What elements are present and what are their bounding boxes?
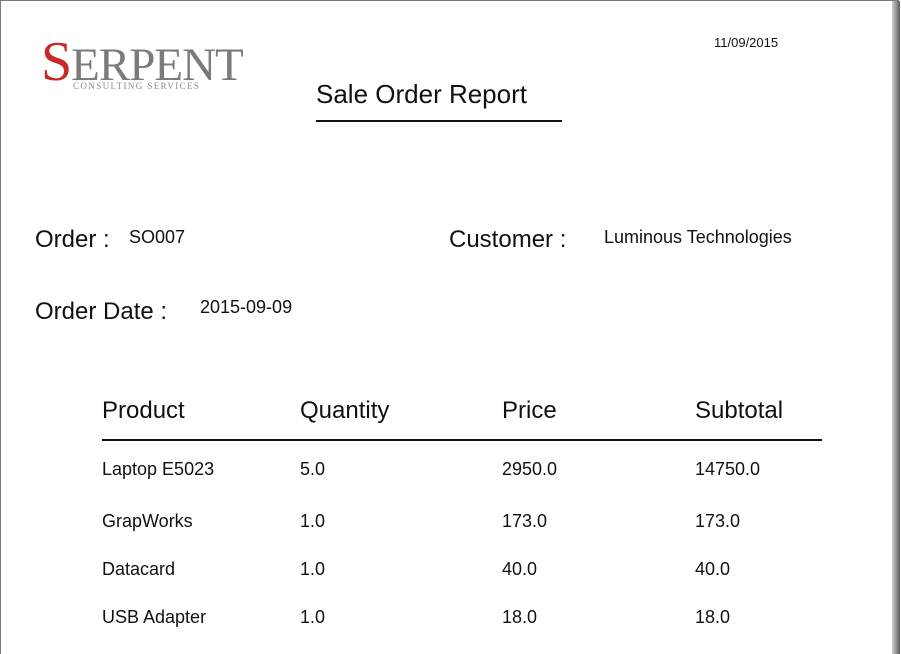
cell-quantity: 1.0 <box>300 510 326 531</box>
table-row: USB Adapter 1.0 18.0 18.0 <box>102 593 822 641</box>
cell-subtotal: 14750.0 <box>695 458 761 479</box>
cell-subtotal: 40.0 <box>695 558 731 579</box>
cell-price: 18.0 <box>502 606 538 627</box>
cell-subtotal: 18.0 <box>695 606 731 627</box>
cell-price: 2950.0 <box>502 458 558 479</box>
order-label: Order : <box>35 226 110 253</box>
logo-first-letter: S <box>41 31 72 93</box>
table-row: Datacard 1.0 40.0 40.0 <box>102 545 822 593</box>
cell-product: USB Adapter <box>102 606 207 627</box>
logo-rest: ERPENT <box>71 39 244 91</box>
column-header-quantity: Quantity <box>300 397 502 441</box>
table-row: GrapWorks 1.0 173.0 173.0 <box>102 497 822 545</box>
cell-product: Laptop E5023 <box>102 458 215 479</box>
table-header-row: Product Quantity Price Subtotal <box>102 397 822 441</box>
order-date-value: 2015-09-09 <box>200 297 293 317</box>
cell-price: 173.0 <box>502 510 548 531</box>
column-header-subtotal: Subtotal <box>695 397 822 441</box>
column-header-product: Product <box>102 397 300 441</box>
logo-wordmark: SERPENT <box>41 34 244 91</box>
page-edge-shadow <box>892 1 900 654</box>
cell-subtotal: 173.0 <box>695 510 741 531</box>
report-title: Sale Order Report <box>316 79 562 122</box>
customer-label: Customer : <box>449 226 567 253</box>
column-header-price: Price <box>502 397 695 441</box>
cell-quantity: 1.0 <box>300 606 326 627</box>
order-value: SO007 <box>129 227 186 247</box>
logo-tagline: CONSULTING SERVICES <box>73 81 201 91</box>
serpent-logo: SERPENT CONSULTING SERVICES <box>41 34 244 95</box>
cell-quantity: 5.0 <box>300 458 326 479</box>
cell-quantity: 1.0 <box>300 558 326 579</box>
order-lines-table: Product Quantity Price Subtotal Laptop E… <box>102 397 822 641</box>
customer-value: Luminous Technologies <box>604 227 792 247</box>
report-date: 11/09/2015 <box>714 35 779 50</box>
table-row: Laptop E5023 5.0 2950.0 14750.0 <box>102 440 822 497</box>
cell-product: Datacard <box>102 558 176 579</box>
cell-product: GrapWorks <box>102 510 193 531</box>
cell-price: 40.0 <box>502 558 538 579</box>
order-date-label: Order Date : <box>35 298 168 325</box>
